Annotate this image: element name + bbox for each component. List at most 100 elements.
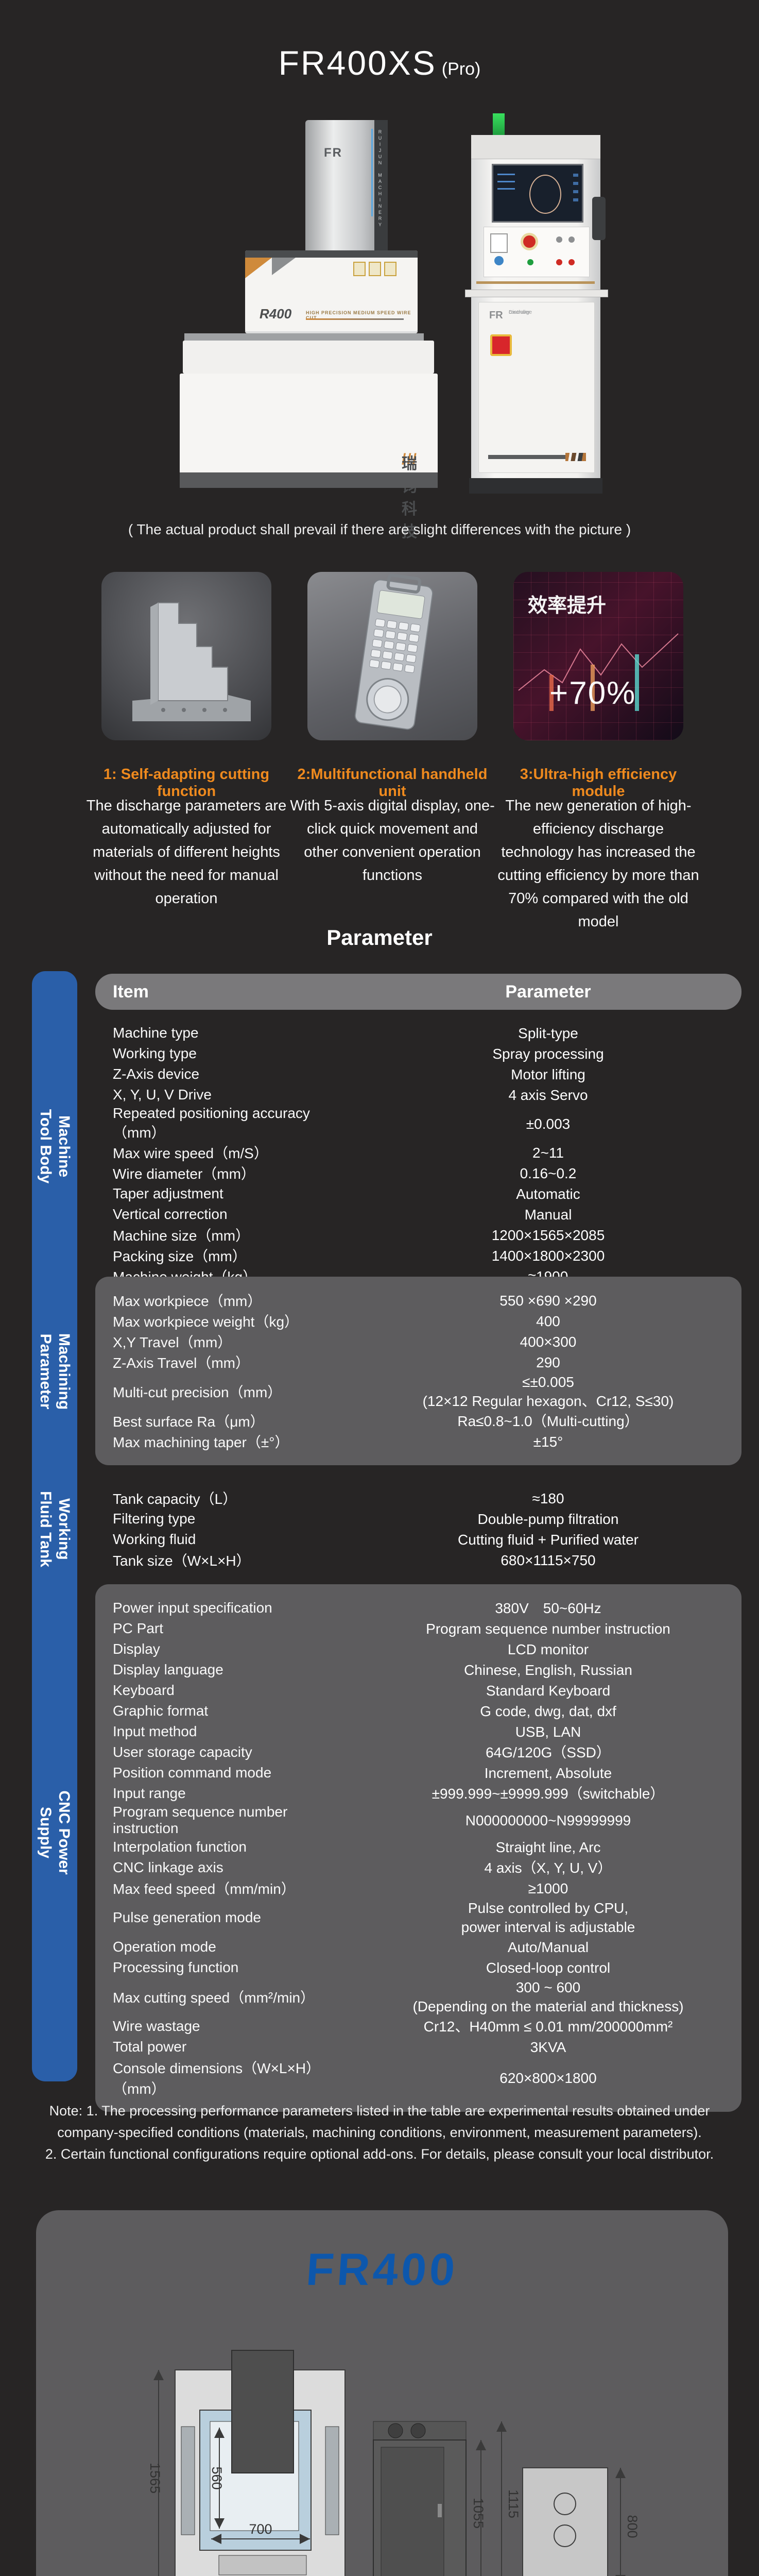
- warning-sticker: [369, 262, 381, 276]
- cabinet-top-band: [471, 135, 600, 159]
- table-row: PC Part Program sequence number instructi…: [95, 1618, 741, 1639]
- row-item-label: Pulse generation mode: [113, 1909, 261, 1925]
- note-line-3: 2. Certain functional configurations req…: [45, 2146, 714, 2162]
- screen-menu-chip: [573, 190, 578, 193]
- machine-logo: FR: [324, 146, 342, 160]
- sidebar-label-cnc-power-supply: CNC Power Supply: [36, 1790, 73, 1874]
- row-item-label: Operation mode: [113, 1939, 216, 1955]
- gold-trim-strip: [476, 281, 595, 284]
- row-parameter-value: Straight line, Arc: [495, 1839, 601, 1855]
- row-item-label: Max wire speed（m/S）: [113, 1145, 268, 1161]
- row-item-label: Graphic format: [113, 1703, 209, 1719]
- table-row: Best surface Ra（μm） Ra≤0.8~1.0（Multi-cutt…: [95, 1411, 741, 1431]
- stepped-workpiece-graphic: [132, 602, 251, 721]
- table-row: Repeated positioning accuracy（mm） ±0.003: [95, 1105, 741, 1142]
- brand-mark: ///: [402, 451, 418, 468]
- table-row: Machine size（mm） 1200×1565×2085: [95, 1225, 741, 1245]
- table-row: Packing size（mm） 1400×1800×2300: [95, 1245, 741, 1266]
- table-row: Wire wastage Cr12、H40mm ≤ 0.01 mm/200000m…: [95, 2016, 741, 2037]
- box-top-band: [245, 250, 418, 258]
- grey-triangle-decor: [272, 258, 296, 275]
- table-row: Z-Axis device Motor lifting: [95, 1064, 741, 1084]
- machine-blue-line: [371, 129, 373, 216]
- model-name: FR400XS: [278, 44, 437, 82]
- note-line-1: Note: 1. The processing performance para…: [49, 2103, 710, 2119]
- cabinet-label-line1: Discharge: [509, 310, 532, 315]
- row-item-label: Power input specification: [113, 1600, 272, 1616]
- row-parameter-value-line: ≤±0.005: [522, 1374, 574, 1390]
- row-item-label: Max feed speed（mm/min）: [113, 1881, 296, 1897]
- screen-readout-line: [497, 174, 515, 175]
- disclaimer-text: ( The actual product shall prevail if th…: [128, 521, 631, 537]
- row-item-label: Z-Axis Travel（mm）: [113, 1355, 250, 1371]
- feature-desc-2: With 5-axis digital display, one-click q…: [290, 798, 495, 884]
- panel-button-red: [556, 259, 562, 265]
- warning-sticker: [384, 262, 396, 276]
- sidebar-label-line: Machine: [56, 1115, 73, 1178]
- row-parameter-value: ≥1000: [528, 1880, 568, 1896]
- table-section-cnc-power-supply: Power input specification 380V 50~60Hz PC …: [95, 1584, 741, 2112]
- row-parameter-value: Double-pump filtration: [477, 1511, 619, 1527]
- table-row: Max workpiece weight（kg） 400: [95, 1311, 741, 1331]
- row-parameter-value: Cr12、H40mm ≤ 0.01 mm/200000mm²: [423, 2018, 673, 2035]
- row-item-label: Tank size（W×L×H）: [113, 1553, 251, 1569]
- model-variant: (Pro): [441, 59, 481, 79]
- table-row: User storage capacity 64G/120G（SSD）: [95, 1742, 741, 1762]
- drawings-title: FR400: [304, 2244, 460, 2295]
- row-parameter-value: ±999.999~±9999.999（switchable）: [432, 1785, 665, 1802]
- row-parameter-value: Auto/Manual: [507, 1939, 589, 1955]
- table-row: Filtering type Double-pump filtration: [95, 1509, 741, 1529]
- feature-title-1: 1: Self-adapting cutting function: [103, 766, 270, 800]
- row-item-label: Z-Axis device: [113, 1066, 200, 1082]
- row-item-label: Working type: [113, 1045, 197, 1061]
- feature-desc-1: The discharge parameters are automatical…: [86, 798, 287, 907]
- panel-button: [556, 236, 562, 243]
- table-row: Max wire speed（m/S） 2~11: [95, 1142, 741, 1163]
- row-parameter-value: 1200×1565×2085: [491, 1227, 605, 1243]
- sidebar-label-line: Machining: [56, 1333, 73, 1410]
- machine-pedestal-upper: [183, 341, 434, 374]
- table-row: Max workpiece（mm） 550 ×690 ×290: [95, 1290, 741, 1311]
- row-item-label: Machine type: [113, 1025, 199, 1041]
- table-row: Tank size（W×L×H） 680×1115×750: [95, 1550, 741, 1570]
- row-parameter-value: 400×300: [520, 1333, 577, 1350]
- table-row: Max machining taper（±°） ±15°: [95, 1431, 741, 1452]
- table-row: Max feed speed（mm/min） ≥1000: [95, 1878, 741, 1899]
- panel-button: [568, 236, 575, 243]
- table-header: Item Parameter: [95, 974, 741, 1010]
- row-parameter-value: ≈180: [532, 1490, 564, 1506]
- table-row: X, Y, U, V Drive 4 axis Servo: [95, 1084, 741, 1105]
- screen-menu-chip: [573, 174, 578, 177]
- row-item-label: Machine size（mm）: [113, 1228, 250, 1244]
- sidebar-label-line: Supply: [37, 1806, 54, 1859]
- row-item-label: Taper adjustment: [113, 1185, 223, 1201]
- sidebar-label-working-fluid-tank: Working Fluid Tank: [36, 1491, 73, 1567]
- dim-tank-width: 700: [249, 2521, 272, 2537]
- warning-sticker: [353, 262, 366, 276]
- row-item-label: User storage capacity: [113, 1744, 252, 1760]
- keyboard-tray: [465, 290, 608, 297]
- row-item-label: Total power: [113, 2039, 187, 2055]
- row-parameter-value: Standard Keyboard: [486, 1682, 611, 1699]
- row-item-label: Display language: [113, 1662, 223, 1677]
- row-parameter-value: 1400×1800×2300: [491, 1247, 605, 1264]
- row-parameter-value: USB, LAN: [515, 1723, 581, 1740]
- table-row: Input range ±999.999~±9999.999（switchable…: [95, 1783, 741, 1804]
- machine-column: FR: [305, 120, 386, 250]
- orange-triangle-decor: [245, 258, 272, 278]
- row-item-label: Repeated positioning accuracy（mm）: [113, 1105, 310, 1141]
- row-parameter-value: Program sequence number instruction: [426, 1620, 670, 1637]
- row-item-label: Processing function: [113, 1959, 239, 1975]
- row-parameter-value: ±15°: [533, 1433, 563, 1450]
- row-parameter-value: Split-type: [518, 1025, 578, 1041]
- cnc-screen: [492, 164, 583, 223]
- table-row: Program sequence number instruction N0000…: [95, 1804, 741, 1837]
- row-parameter-value: 550 ×690 ×290: [499, 1292, 597, 1309]
- row-parameter-value: 64G/120G（SSD）: [486, 1744, 611, 1760]
- row-item-label: Position command mode: [113, 1765, 272, 1781]
- table-section-machining-parameter: Max workpiece（mm） 550 ×690 ×290 Max workpi…: [95, 1277, 741, 1465]
- table-row: Wire diameter（mm） 0.16~0.2: [95, 1163, 741, 1183]
- door-stripe: [488, 455, 565, 459]
- table-section-sidebar: Machine Tool Body Machining Parameter Wo…: [32, 971, 77, 2081]
- row-parameter-value: ≤±0.005 (12×12 Regular hexagon、Cr12, S≤30…: [355, 1372, 741, 1411]
